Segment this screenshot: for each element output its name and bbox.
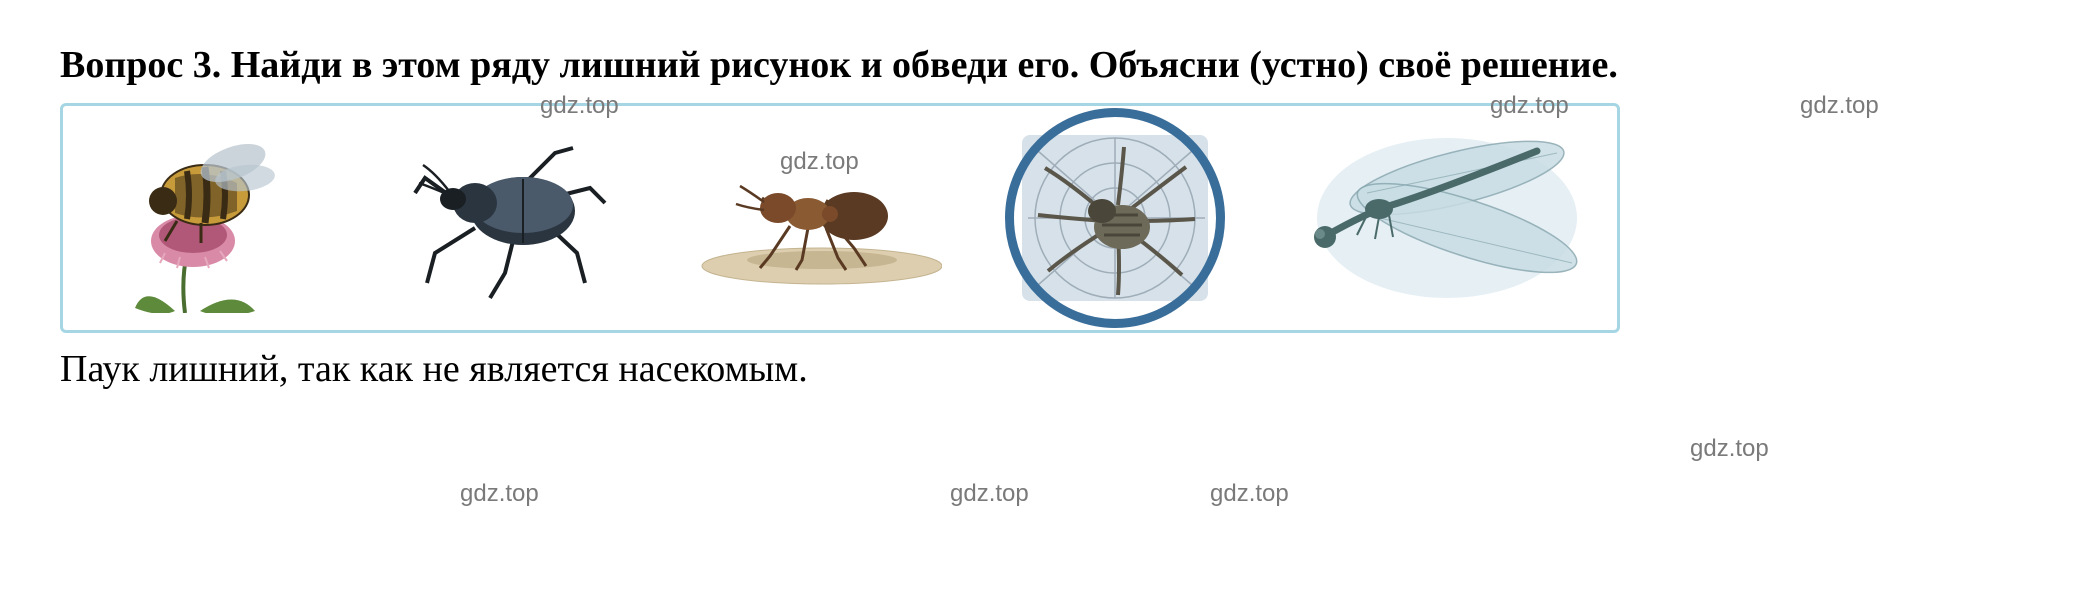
watermark-text: gdz.top xyxy=(1210,480,1289,508)
cell-bee xyxy=(93,123,338,313)
question-heading: Вопрос 3. Найди в этом ряду лишний рисун… xyxy=(60,40,2060,91)
watermark-text: gdz.top xyxy=(950,480,1029,508)
cell-spider xyxy=(992,123,1237,313)
question-label: Вопрос 3. xyxy=(60,44,221,86)
insects-row xyxy=(60,103,1620,333)
page-content: gdz.topgdz.topgdz.topgdz.topgdz.topgdz.t… xyxy=(60,40,2060,396)
question-prompt: Найди в этом ряду лишний рисунок и обвед… xyxy=(231,44,1618,86)
answer-text: Паук лишний, так как не является насеком… xyxy=(60,343,2060,396)
dragonfly-icon xyxy=(1287,123,1587,313)
watermark-text: gdz.top xyxy=(1800,92,1879,120)
beetle-icon xyxy=(405,133,615,303)
bee-on-flower-icon xyxy=(105,123,325,313)
selection-circle xyxy=(1005,108,1225,328)
cell-beetle xyxy=(388,123,633,313)
watermark-text: gdz.top xyxy=(460,480,539,508)
cell-ant xyxy=(682,123,942,313)
cell-dragonfly xyxy=(1287,123,1587,313)
watermark-text: gdz.top xyxy=(1690,435,1769,463)
ant-icon xyxy=(682,148,942,288)
